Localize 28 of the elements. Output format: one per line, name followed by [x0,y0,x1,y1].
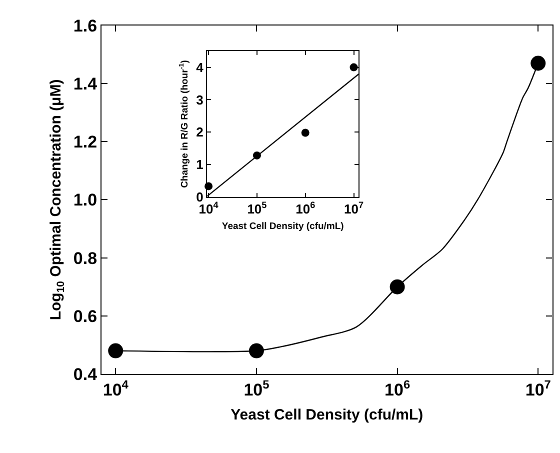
y-tick-label: 0.4 [73,364,98,384]
y-tick-label: 1.6 [73,16,98,36]
point [301,128,310,137]
y-tick-label: 0 [196,189,204,204]
point [530,56,546,71]
y-tick-label: 1.0 [73,190,98,210]
x-tick-label: 10$^{4}$ [102,377,129,400]
y-tick-label: 2 [196,124,204,140]
x-tick-label: 10$^{7}$ [525,377,552,400]
point [108,343,124,358]
y-tick-label: 3 [196,92,204,108]
x-tick-label: 10$^{6}$ [384,377,410,400]
y-tick-label: 1.4 [73,74,98,94]
point [248,343,264,358]
x-tick-label: 10$^{5}$ [244,377,270,400]
y-tick-label: 1 [196,157,204,172]
x-axis-title: Yeast Cell Density (cfu/mL) [222,220,344,232]
y-tick-label: 1.2 [73,132,98,152]
point [390,279,405,294]
x-axis-title: Yeast Cell Density (cfu/mL) [230,406,424,424]
x-tick-label: 10$^{6}$ [296,200,316,217]
point [252,151,261,160]
y-tick-label: 0.8 [73,248,98,268]
x-tick-label: 10$^{5}$ [247,200,267,217]
x-tick-label: 10$^{7}$ [344,200,364,217]
y-tick-label: 4 [196,60,204,75]
y-tick-label: 0.6 [73,306,98,326]
point [350,63,358,72]
